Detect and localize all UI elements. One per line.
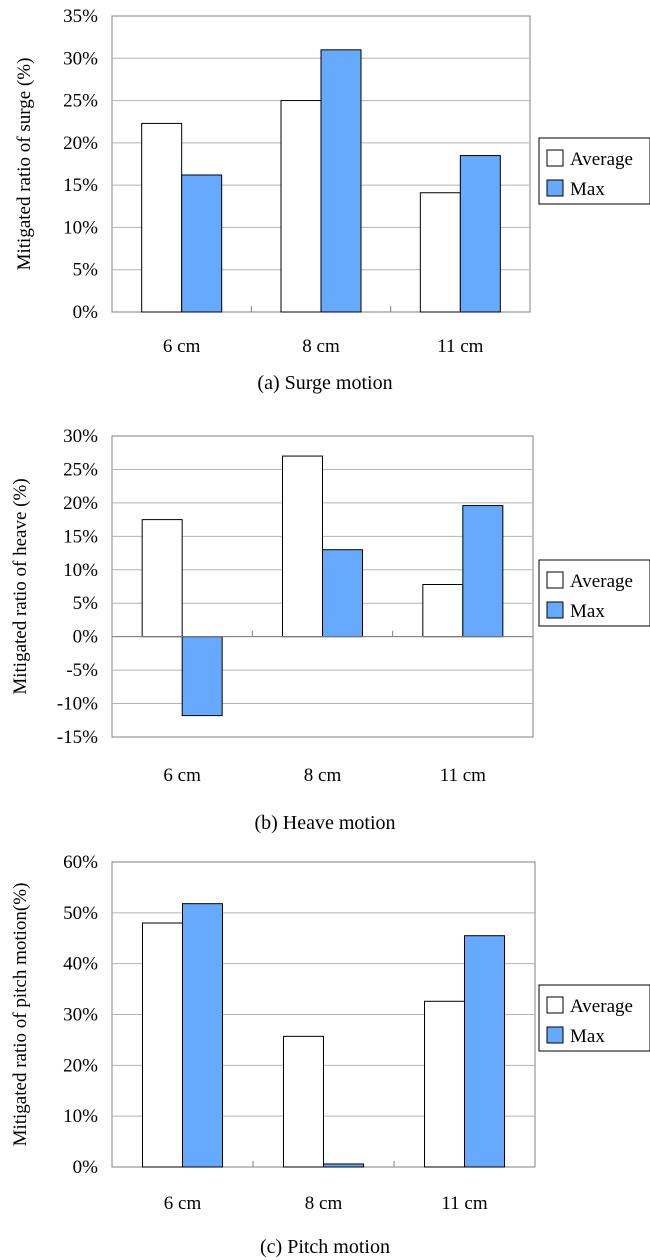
heave-bar-max	[462, 505, 504, 638]
surge-ytick-label: 35%	[63, 6, 98, 27]
surge-ytick-label: 20%	[63, 133, 98, 154]
surge-bar-max	[459, 155, 501, 313]
surge-y-axis-title: Mitigated ratio of surge (%)	[14, 58, 35, 271]
heave-ytick-label: 25%	[63, 459, 98, 480]
pitch-bar-average	[142, 922, 183, 1168]
surge-bar-max	[181, 174, 223, 313]
heave-ytick-label: 5%	[73, 593, 99, 614]
heave-legend-label-average: Average	[570, 571, 633, 592]
heave-bar-max	[181, 636, 223, 717]
surge-ytick-label: 5%	[73, 260, 99, 281]
heave-ytick-label: 30%	[63, 426, 98, 447]
pitch-ytick-label: 50%	[63, 903, 98, 924]
heave-category-label: 8 cm	[304, 765, 342, 786]
heave-ytick-label: -5%	[66, 660, 98, 681]
surge-legend-swatch-average	[546, 149, 564, 167]
surge-caption: (a) Surge motion	[257, 372, 392, 394]
heave-ytick-label: -15%	[57, 727, 98, 748]
surge-bar-average	[419, 192, 461, 313]
surge-ytick-label: 0%	[73, 302, 99, 323]
surge-ytick-label: 15%	[63, 175, 98, 196]
surge-category-label: 6 cm	[163, 336, 201, 357]
pitch-ytick-label: 60%	[63, 852, 98, 873]
surge-legend-label-average: Average	[570, 149, 633, 170]
pitch-category-label: 11 cm	[441, 1193, 487, 1214]
heave-category-label: 11 cm	[440, 765, 486, 786]
heave-legend-swatch-average	[546, 571, 564, 589]
pitch-ytick-label: 30%	[63, 1005, 98, 1026]
surge-ytick-label: 30%	[63, 48, 98, 69]
surge-category-label: 8 cm	[302, 336, 340, 357]
heave-legend: Average Max	[538, 559, 650, 627]
pitch-bar-average	[283, 1035, 324, 1168]
heave-ytick-label: -10%	[57, 694, 98, 715]
pitch-ytick-label: 10%	[63, 1106, 98, 1127]
heave-bar-average	[141, 519, 183, 638]
pitch-ytick-label: 0%	[73, 1157, 99, 1178]
surge-category-label: 11 cm	[437, 336, 483, 357]
pitch-chart: 0% 10% 20% 30% 40% 50% 60% 6 cm 8 cm 11 cm Mitigat…	[10, 852, 650, 1258]
pitch-legend: Average Max	[538, 984, 650, 1052]
heave-legend-label-max: Max	[570, 601, 605, 622]
heave-bar-max	[322, 549, 363, 638]
heave-ytick-label: 20%	[63, 493, 98, 514]
pitch-y-axis-title: Mitigated ratio of pitch motion(%)	[10, 883, 31, 1147]
pitch-bar-average	[424, 1000, 465, 1168]
heave-ytick-label: 15%	[63, 526, 98, 547]
heave-legend-swatch-max	[546, 601, 564, 619]
pitch-legend-swatch-average	[546, 996, 564, 1014]
pitch-legend-label-max: Max	[570, 1026, 605, 1047]
pitch-caption: (c) Pitch motion	[260, 1236, 390, 1258]
pitch-legend-label-average: Average	[570, 996, 633, 1017]
heave-ytick-label: 0%	[73, 627, 99, 648]
surge-legend-label-max: Max	[570, 179, 605, 200]
heave-ytick-label: 10%	[63, 560, 98, 581]
surge-ytick-label: 10%	[63, 217, 98, 238]
pitch-category-label: 6 cm	[164, 1193, 202, 1214]
surge-bar-average	[280, 100, 322, 313]
pitch-legend-swatch-max	[546, 1026, 564, 1044]
heave-category-label: 6 cm	[163, 765, 201, 786]
heave-chart: -15% -10% -5% 0% 5% 10% 15% 20% 25% 30% 6 cm 8 cm 11…	[10, 426, 650, 834]
heave-y-axis-title: Mitigated ratio of heave (%)	[10, 478, 31, 694]
heave-plot-frame	[111, 435, 534, 738]
surge-ytick-label: 25%	[63, 91, 98, 112]
heave-bar-average	[282, 455, 323, 638]
heave-caption: (b) Heave motion	[254, 812, 395, 834]
surge-bar-average	[141, 122, 183, 313]
surge-legend: Average Max	[538, 137, 650, 205]
surge-legend-swatch-max	[546, 179, 564, 197]
surge-bar-max	[320, 49, 362, 313]
surge-chart: 0% 5% 10% 15% 20% 25% 30% 35% 6 cm 8 cm 11 cm Mitig…	[14, 6, 650, 394]
pitch-category-label: 8 cm	[305, 1193, 343, 1214]
pitch-bar-max	[464, 935, 505, 1168]
pitch-bar-max	[182, 903, 223, 1168]
pitch-ytick-label: 20%	[63, 1055, 98, 1076]
pitch-ytick-label: 40%	[63, 954, 98, 975]
heave-bar-average	[422, 583, 464, 638]
pitch-bar-max	[323, 1163, 364, 1168]
